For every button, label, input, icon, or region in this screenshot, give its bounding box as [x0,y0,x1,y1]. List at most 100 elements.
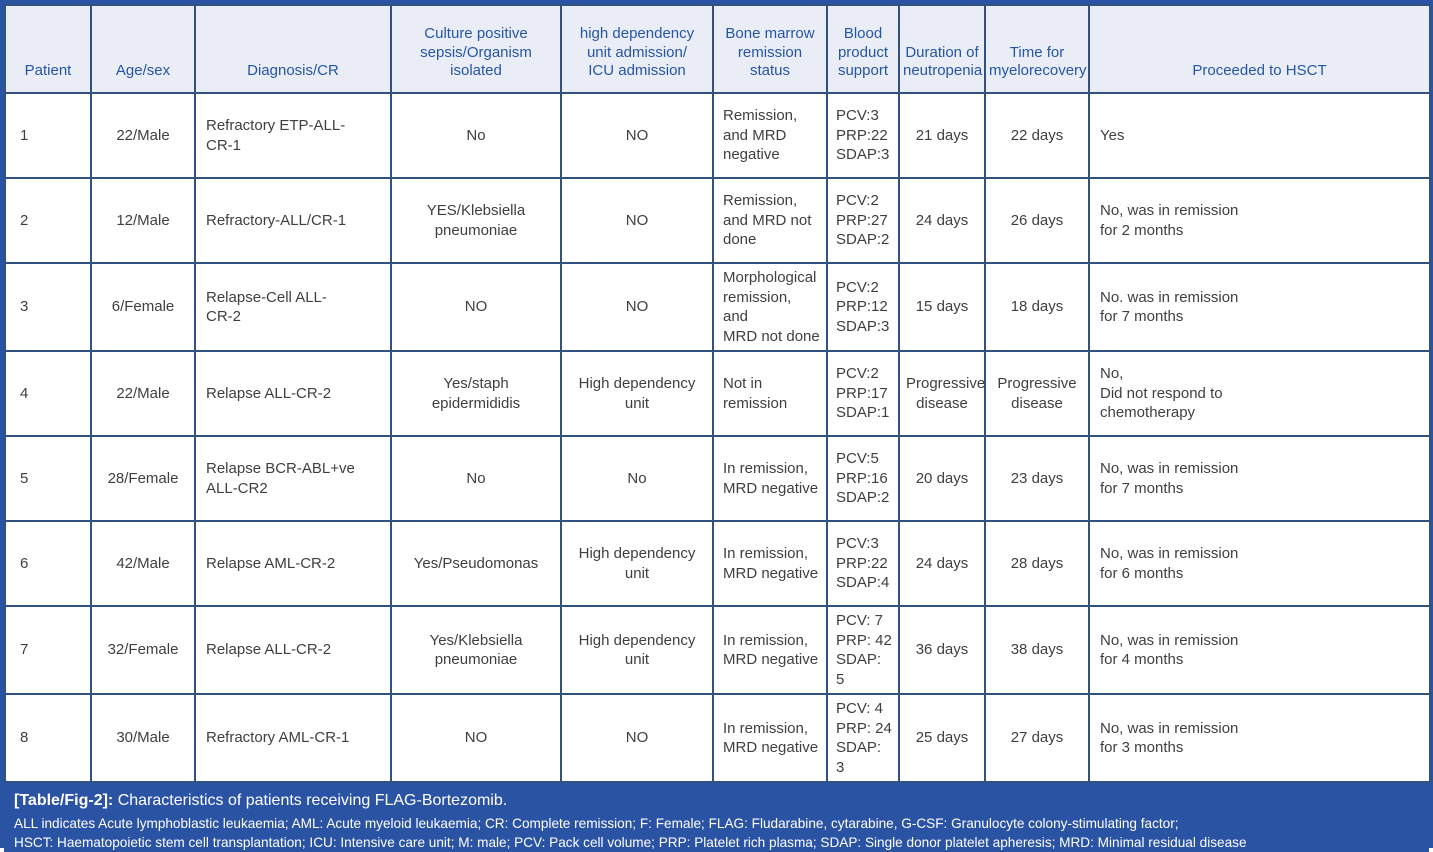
header-age-sex: Age/sex [90,4,196,94]
table-cell: In remission, MRD negative [712,693,828,783]
table-cell: Yes/staph epidermididis [390,350,562,437]
table-cell: 6/Female [90,262,196,352]
table-cell: NO [390,693,562,783]
table-cell: 26 days [984,177,1090,264]
header-diagnosis-cr: Diagnosis/CR [194,4,392,94]
table-cell: 27 days [984,693,1090,783]
table-cell: 24 days [898,177,986,264]
table-row: 3 6/Female Relapse-Cell ALL- CR-2 NO NO Morph… [4,262,1431,352]
table-cell: 23 days [984,435,1090,522]
table-row: 1 22/Male Refractory ETP-ALL- CR-1 No NO Remi… [4,92,1431,179]
table-cell: 30/Male [90,693,196,783]
table-cell: 3 [4,262,92,352]
table-cell: 38 days [984,605,1090,695]
table-cell: 32/Female [90,605,196,695]
table-cell: PCV: 4 PRP: 24 SDAP: 3 [826,693,900,783]
table-cell: Remission, and MRD negative [712,92,828,179]
table-cell: 4 [4,350,92,437]
caption-text: Characteristics of patients receiving FL… [117,792,508,809]
table-cell: 22 days [984,92,1090,179]
table-cell: NO [560,693,714,783]
table-cell: No [390,435,562,522]
table-cell: Not in remission [712,350,828,437]
table-cell: 22/Male [90,350,196,437]
header-patient: Patient [4,4,92,94]
table-cell: Yes [1088,92,1431,179]
header-duration-neutropenia: Duration of neutropenia [898,4,986,94]
table-cell: 28/Female [90,435,196,522]
table-cell: PCV:2 PRP:12 SDAP:3 [826,262,900,352]
table-cell: 25 days [898,693,986,783]
table-cell: No, was in remission for 2 months [1088,177,1431,264]
table-cell: NO [390,262,562,352]
table-cell: Remission, and MRD not done [712,177,828,264]
table-cell: Relapse ALL-CR-2 [194,605,392,695]
table-cell: NO [560,92,714,179]
table-cell: 20 days [898,435,986,522]
patients-table-body: 1 22/Male Refractory ETP-ALL- CR-1 No NO Remi… [4,92,1431,783]
table-cell: In remission, MRD negative [712,605,828,695]
caption-label: [Table/Fig-2]: [14,792,114,809]
table-cell: Relapse-Cell ALL- CR-2 [194,262,392,352]
header-blood-product-support: Blood product support [826,4,900,94]
table-cell: No, was in remission for 3 months [1088,693,1431,783]
table-cell: No, was in remission for 6 months [1088,520,1431,607]
table-cell: In remission, MRD negative [712,435,828,522]
table-cell: Progressive disease [898,350,986,437]
table-cell: High dependency unit [560,520,714,607]
table-cell: 12/Male [90,177,196,264]
header-row: Patient Age/sex Diagnosis/CR Culture pos… [4,4,1431,94]
table-cell: 8 [4,693,92,783]
header-time-myelorecovery: Time for myelorecovery [984,4,1090,94]
table-cell: Yes/Pseudomonas [390,520,562,607]
table-cell: 1 [4,92,92,179]
table-cell: PCV:3 PRP:22 SDAP:4 [826,520,900,607]
table-cell: 24 days [898,520,986,607]
table-cell: Relapse AML-CR-2 [194,520,392,607]
abbreviations-line-2: HSCT: Haematopoietic stem cell transplan… [14,834,1247,850]
table-cell: Relapse ALL-CR-2 [194,350,392,437]
table-cell: No [560,435,714,522]
table-cell: 7 [4,605,92,695]
table-cell: High dependency unit [560,605,714,695]
table-cell: 22/Male [90,92,196,179]
abbreviations-line-1: ALL indicates Acute lymphoblastic leukae… [14,815,1179,831]
table-cell: 2 [4,177,92,264]
table-row: 5 28/Female Relapse BCR-ABL+ve ALL-CR2 No No… [4,435,1431,522]
table-cell: 21 days [898,92,986,179]
table-cell: Refractory ETP-ALL- CR-1 [194,92,392,179]
table-cell: 15 days [898,262,986,352]
header-bone-marrow-status: Bone marrow remission status [712,4,828,94]
table-cell: Relapse BCR-ABL+ve ALL-CR2 [194,435,392,522]
table-cell: 6 [4,520,92,607]
table-caption: [Table/Fig-2]: Characteristics of patien… [14,790,1417,812]
table-cell: YES/Klebsiella pneumoniae [390,177,562,264]
table-cell: PCV:2 PRP:27 SDAP:2 [826,177,900,264]
table-row: 7 32/Female Relapse ALL-CR-2 Yes/Klebsiella… [4,605,1431,695]
table-cell: 28 days [984,520,1090,607]
patients-table: Patient Age/sex Diagnosis/CR Culture pos… [4,4,1431,783]
table-cell: 18 days [984,262,1090,352]
table-row: 2 12/Male Refractory-ALL/CR-1 YES/Klebsiell… [4,177,1431,264]
table-cell: Refractory AML-CR-1 [194,693,392,783]
table-row: 4 22/Male Relapse ALL-CR-2 Yes/staph epider… [4,350,1431,437]
table-cell: High dependency unit [560,350,714,437]
table-row: 8 30/Male Refractory AML-CR-1 NO NO In remiss… [4,693,1431,783]
table-cell: No, was in remission for 4 months [1088,605,1431,695]
table-cell: 5 [4,435,92,522]
table-cell: No. was in remission for 7 months [1088,262,1431,352]
table-cell: No, was in remission for 7 months [1088,435,1431,522]
table-cell: Progressive disease [984,350,1090,437]
table-cell: Refractory-ALL/CR-1 [194,177,392,264]
header-proceeded-hsct: Proceeded to HSCT [1088,4,1431,94]
table-cell: PCV:2 PRP:17 SDAP:1 [826,350,900,437]
table-cell: Yes/Klebsiella pneumoniae [390,605,562,695]
table-cell: Morphological remission, and MRD not don… [712,262,828,352]
table-cell: PCV:3 PRP:22 SDAP:3 [826,92,900,179]
table-cell: NO [560,262,714,352]
table-cell: No [390,92,562,179]
header-hdu-icu-admission: high dependency unit admission/ ICU admi… [560,4,714,94]
table-row: 6 42/Male Relapse AML-CR-2 Yes/Pseudomonas H… [4,520,1431,607]
table-cell: 42/Male [90,520,196,607]
